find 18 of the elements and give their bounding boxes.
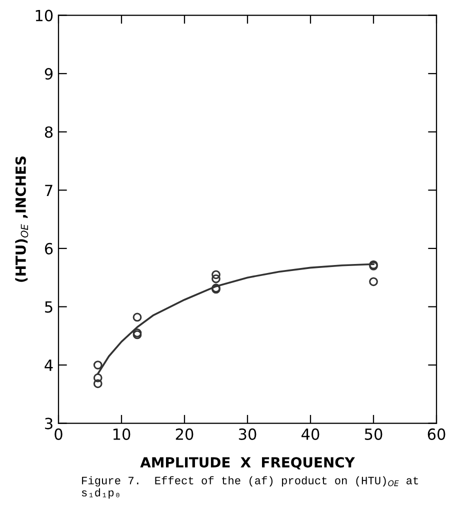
x-tick-label: 60 xyxy=(428,428,446,440)
x-tick-label: 50 xyxy=(364,428,382,440)
y-tick-label: 7 xyxy=(45,184,52,196)
y-tick-label: 9 xyxy=(44,68,53,80)
text: Figure 7. Effect of the (af) product on (HTU)$_{OE}$ at s₁d₁p₀ xyxy=(82,476,418,499)
y-tick-label: 5 xyxy=(45,301,52,313)
x-tick-label: 20 xyxy=(176,428,194,440)
x-tick-label: 0 xyxy=(54,428,62,440)
x-tick-label: 10 xyxy=(113,428,130,440)
y-axis-title: (HTU)$_{OE}$ ,INCHES xyxy=(15,156,28,282)
x-axis-title: AMPLITUDE X FREQUENCY xyxy=(140,457,355,470)
x-tick-label: 30 xyxy=(238,428,256,440)
y-tick-label: 8 xyxy=(44,126,53,138)
x-tick-label: 40 xyxy=(302,428,320,440)
y-tick-label: 6 xyxy=(44,242,53,254)
y-tick-label: 3 xyxy=(45,418,52,430)
y-tick-label: 10 xyxy=(36,10,53,22)
y-tick-label: 4 xyxy=(44,360,53,371)
